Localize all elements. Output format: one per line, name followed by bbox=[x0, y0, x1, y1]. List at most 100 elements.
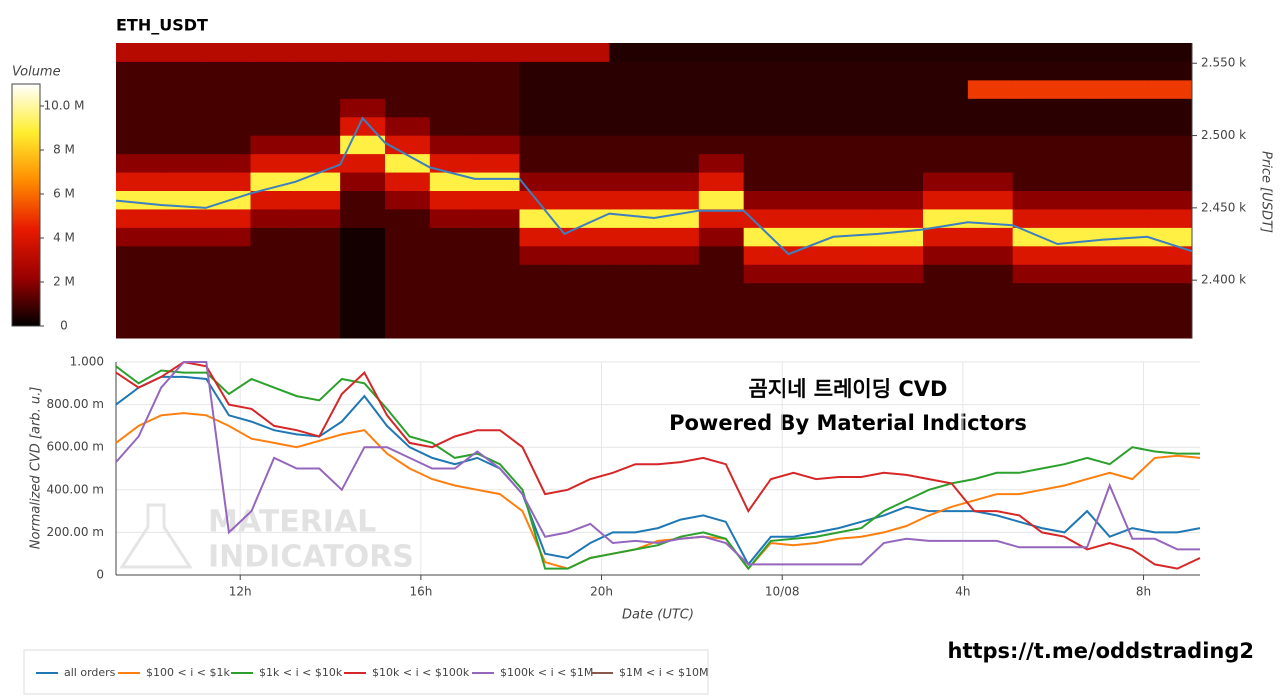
heatmap-cell bbox=[654, 301, 700, 321]
heatmap-cell bbox=[205, 43, 251, 62]
heatmap-cell bbox=[743, 43, 789, 62]
heatmap-cell bbox=[474, 153, 520, 173]
heatmap-cell bbox=[474, 172, 520, 191]
heatmap-cell bbox=[564, 208, 610, 228]
heatmap-cell bbox=[295, 98, 341, 118]
heatmap-cell bbox=[250, 190, 296, 210]
heatmap-cell bbox=[474, 61, 520, 81]
heatmap-cell bbox=[160, 301, 207, 321]
heatmap-cell bbox=[205, 79, 251, 99]
heatmap-cell bbox=[1012, 208, 1058, 228]
heatmap-cell bbox=[116, 172, 162, 191]
heatmap-cell bbox=[160, 245, 207, 265]
heatmap-cell bbox=[923, 135, 969, 155]
heatmap-cell bbox=[743, 135, 789, 155]
heatmap-cell bbox=[205, 282, 251, 302]
heatmap-cell bbox=[519, 208, 565, 228]
heatmap-cell bbox=[564, 245, 610, 265]
heatmap-cell bbox=[116, 282, 162, 302]
heatmap-cell bbox=[878, 282, 924, 302]
heatmap-cell bbox=[160, 43, 207, 62]
heatmap-cell bbox=[205, 208, 251, 228]
heatmap-cell bbox=[1102, 153, 1148, 173]
heatmap-cell bbox=[1057, 153, 1103, 173]
heatmap-cell bbox=[698, 98, 745, 118]
heatmap-cell bbox=[923, 79, 969, 99]
heatmap-cell bbox=[833, 319, 879, 339]
x-axis-label: Date (UTC) bbox=[622, 608, 694, 623]
heatmap-cell bbox=[429, 282, 476, 302]
heatmap-cell bbox=[788, 172, 834, 191]
x-tick-label: 4h bbox=[955, 585, 970, 599]
heatmap-cell bbox=[878, 190, 924, 210]
heatmap-cell bbox=[295, 245, 341, 265]
heatmap-cell bbox=[564, 43, 610, 62]
heatmap-cell bbox=[743, 264, 789, 284]
heatmap-cell bbox=[474, 43, 520, 62]
y-tick-label: 600.00 m bbox=[47, 440, 105, 454]
heatmap-cell bbox=[609, 264, 655, 284]
heatmap-cell bbox=[519, 190, 565, 210]
heatmap-cell bbox=[385, 264, 431, 284]
heatmap-cell bbox=[519, 172, 565, 191]
heatmap-cell bbox=[743, 208, 789, 228]
heatmap-cell bbox=[1102, 79, 1148, 99]
heatmap-cell bbox=[519, 245, 565, 265]
heatmap-cell bbox=[340, 319, 386, 339]
heatmap-cell bbox=[923, 282, 969, 302]
heatmap-cell bbox=[1147, 190, 1193, 210]
heatmap-cell bbox=[788, 153, 834, 173]
x-tick-label: 20h bbox=[590, 585, 613, 599]
heatmap-cell bbox=[698, 282, 745, 302]
heatmap-cell bbox=[474, 116, 520, 136]
heatmap-cell bbox=[788, 98, 834, 118]
heatmap-cell bbox=[923, 98, 969, 118]
heatmap-cell bbox=[564, 319, 610, 339]
heatmap-cell bbox=[698, 153, 745, 173]
heatmap-cell bbox=[474, 135, 520, 155]
watermark: MATERIAL bbox=[208, 505, 376, 540]
heatmap-cell bbox=[385, 153, 431, 173]
colorbar-title: Volume bbox=[12, 65, 61, 80]
heatmap-cell bbox=[429, 172, 476, 191]
heatmap-cell bbox=[116, 264, 162, 284]
heatmap-cell bbox=[609, 43, 655, 62]
heatmap-cell bbox=[385, 43, 431, 62]
heatmap-cell bbox=[654, 264, 700, 284]
heatmap-cell bbox=[1057, 43, 1103, 62]
x-tick-label: 16h bbox=[409, 585, 432, 599]
y-tick-label: 400.00 m bbox=[47, 482, 105, 496]
heatmap-cell bbox=[474, 98, 520, 118]
heatmap-cell bbox=[160, 172, 207, 191]
colorbar bbox=[11, 83, 41, 327]
heatmap-cell bbox=[295, 153, 341, 173]
heatmap-cell bbox=[385, 116, 431, 136]
heatmap-cell bbox=[564, 190, 610, 210]
heatmap-cell bbox=[295, 135, 341, 155]
heatmap-cell bbox=[1057, 79, 1103, 99]
legend-label: $100k < i < $1M bbox=[500, 666, 593, 679]
heatmap-cell bbox=[788, 227, 834, 247]
heatmap-cell bbox=[967, 264, 1014, 284]
heatmap-cell bbox=[474, 227, 520, 247]
colorbar-tick-label: 6 M bbox=[53, 187, 75, 201]
heatmap-cell bbox=[698, 208, 745, 228]
heatmap-cell bbox=[1147, 208, 1193, 228]
heatmap-cell bbox=[429, 227, 476, 247]
heatmap-cell bbox=[340, 153, 386, 173]
heatmap-cell bbox=[519, 79, 565, 99]
heatmap-cell bbox=[116, 319, 162, 339]
heatmap-cell bbox=[116, 98, 162, 118]
heatmap-cell bbox=[116, 135, 162, 155]
heatmap-cell bbox=[564, 98, 610, 118]
heatmap-cell bbox=[1012, 301, 1058, 321]
heatmap-cell bbox=[340, 61, 386, 81]
heatmap-cell bbox=[698, 264, 745, 284]
heatmap-cell bbox=[1057, 190, 1103, 210]
heatmap-cell bbox=[1102, 43, 1148, 62]
y-tick-label: 200.00 m bbox=[47, 525, 105, 539]
heatmap-cell bbox=[1012, 116, 1058, 136]
colorbar-tick-label: 8 M bbox=[53, 143, 75, 157]
annotation: 곰지네 트레이딩 CVD bbox=[749, 377, 948, 401]
heatmap-cell bbox=[385, 282, 431, 302]
